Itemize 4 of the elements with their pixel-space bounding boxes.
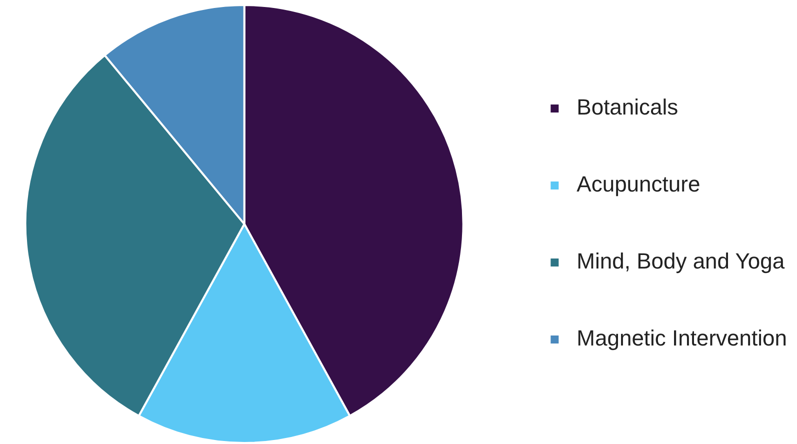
legend-label: Mind, Body and Yoga — [576, 248, 786, 274]
legend-label: Acupuncture — [576, 172, 700, 197]
legend-label: Magnetic Intervention — [576, 326, 787, 351]
legend-label: Botanicals — [576, 94, 678, 120]
